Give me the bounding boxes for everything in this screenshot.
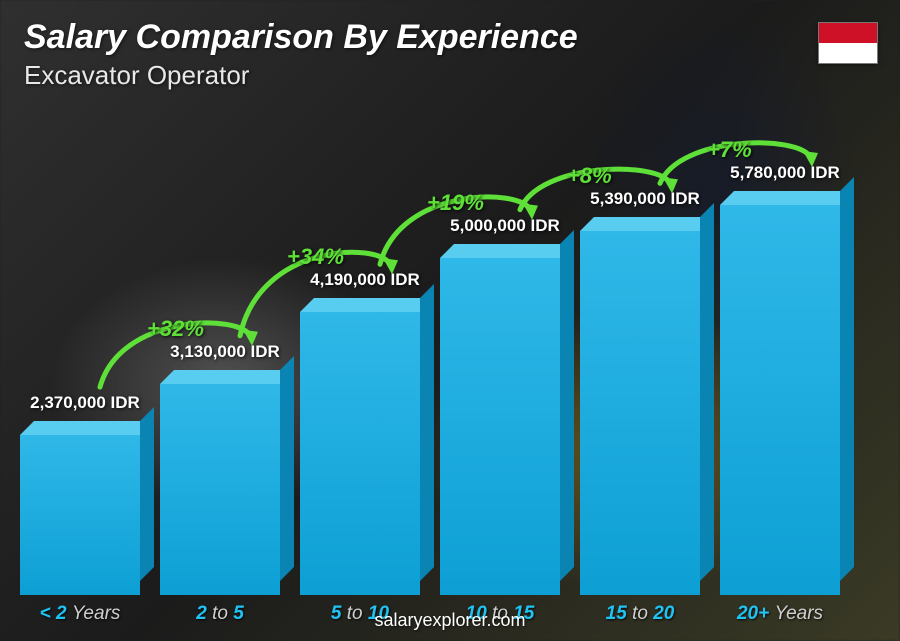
growth-delta-label: +7% [707, 137, 752, 163]
flag-top-stripe [819, 23, 877, 43]
bar-chart: 2,370,000 IDR< 2 Years3,130,000 IDR2 to … [20, 75, 860, 595]
chart-title: Salary Comparison By Experience [24, 18, 578, 57]
footer-attribution: salaryexplorer.com [0, 610, 900, 631]
content-layer: Salary Comparison By Experience Excavato… [0, 0, 900, 641]
flag-bottom-stripe [819, 43, 877, 63]
country-flag-indonesia [818, 22, 878, 64]
